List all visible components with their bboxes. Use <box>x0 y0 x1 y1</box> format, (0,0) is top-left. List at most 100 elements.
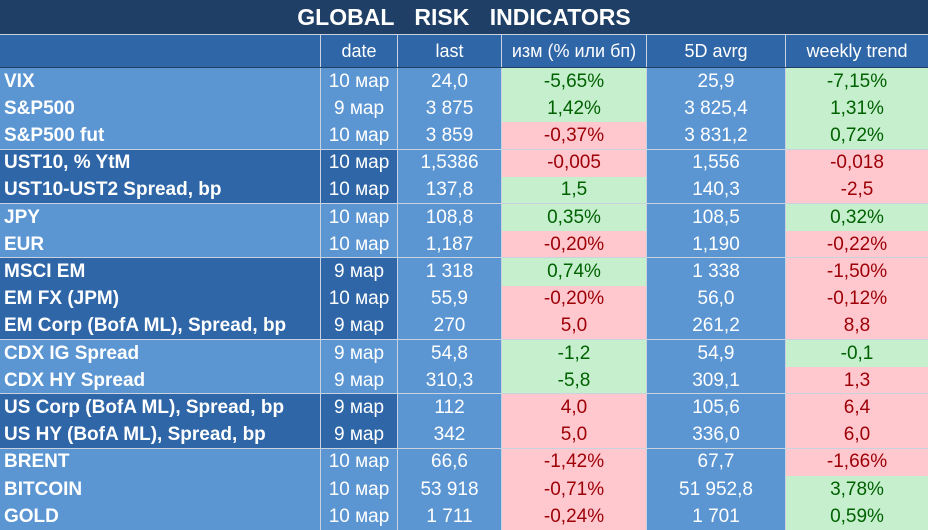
cell-name: JPY <box>0 204 321 232</box>
cell-name: S&P500 <box>0 95 321 123</box>
cell-weekly-trend: -0,22% <box>786 231 928 259</box>
header-date: date <box>321 35 398 67</box>
cell-name: EM Corp (BofA ML), Spread, bp <box>0 312 321 340</box>
table-row: EUR 10 мар 1,187 -0,20% 1,190 -0,22% <box>0 231 928 259</box>
cell-last: 270 <box>398 312 502 340</box>
cell-last: 112 <box>398 394 502 422</box>
table-row: S&P500 9 мар 3 875 1,42% 3 825,4 1,31% <box>0 95 928 123</box>
cell-date: 9 мар <box>321 258 398 286</box>
cell-5d-avg: 1,556 <box>647 149 786 177</box>
cell-change: -5,8 <box>502 367 647 395</box>
cell-date: 10 мар <box>321 231 398 259</box>
cell-last: 1,187 <box>398 231 502 259</box>
cell-last: 55,9 <box>398 285 502 313</box>
cell-change: -5,65% <box>502 68 647 96</box>
cell-5d-avg: 261,2 <box>647 312 786 340</box>
cell-change: 4,0 <box>502 394 647 422</box>
table-row: S&P500 fut 10 мар 3 859 -0,37% 3 831,2 0,72% <box>0 122 928 150</box>
cell-weekly-trend: 8,8 <box>786 312 928 340</box>
table-row: CDX HY Spread 9 мар 310,3 -5,8 309,1 1,3 <box>0 367 928 395</box>
cell-change: -0,20% <box>502 231 647 259</box>
cell-change: 5,0 <box>502 312 647 340</box>
cell-last: 54,8 <box>398 340 502 368</box>
cell-date: 10 мар <box>321 122 398 150</box>
cell-5d-avg: 105,6 <box>647 394 786 422</box>
cell-last: 137,8 <box>398 176 502 204</box>
cell-name: US Corp (BofA ML), Spread, bp <box>0 394 321 422</box>
cell-5d-avg: 3 825,4 <box>647 95 786 123</box>
cell-5d-avg: 108,5 <box>647 204 786 232</box>
cell-date: 10 мар <box>321 503 398 530</box>
cell-date: 10 мар <box>321 149 398 177</box>
cell-weekly-trend: -1,50% <box>786 258 928 286</box>
cell-5d-avg: 51 952,8 <box>647 476 786 504</box>
header-row: date last изм (% или бп) 5D avrg weekly … <box>0 35 928 67</box>
table-row: EM FX (JPM) 10 мар 55,9 -0,20% 56,0 -0,12% <box>0 285 928 313</box>
cell-date: 9 мар <box>321 421 398 449</box>
cell-name: BRENT <box>0 448 321 476</box>
cell-change: -0,20% <box>502 285 647 313</box>
cell-name: S&P500 fut <box>0 122 321 150</box>
cell-last: 53 918 <box>398 476 502 504</box>
cell-last: 310,3 <box>398 367 502 395</box>
header-5d-avg: 5D avrg <box>647 35 786 67</box>
cell-date: 9 мар <box>321 340 398 368</box>
table-row: BITCOIN 10 мар 53 918 -0,71% 51 952,8 3,78% <box>0 476 928 504</box>
cell-name: UST10-UST2 Spread, bp <box>0 176 321 204</box>
cell-last: 1 711 <box>398 503 502 530</box>
cell-name: US HY (BofA ML), Spread, bp <box>0 421 321 449</box>
cell-date: 9 мар <box>321 95 398 123</box>
cell-5d-avg: 25,9 <box>647 68 786 96</box>
table-row: JPY 10 мар 108,8 0,35% 108,5 0,32% <box>0 204 928 232</box>
cell-last: 1 318 <box>398 258 502 286</box>
cell-last: 3 859 <box>398 122 502 150</box>
cell-5d-avg: 67,7 <box>647 448 786 476</box>
cell-weekly-trend: -1,66% <box>786 448 928 476</box>
cell-weekly-trend: 3,78% <box>786 476 928 504</box>
cell-name: UST10, % YtM <box>0 149 321 177</box>
cell-date: 10 мар <box>321 176 398 204</box>
table-row: VIX 10 мар 24,0 -5,65% 25,9 -7,15% <box>0 68 928 96</box>
cell-change: -0,005 <box>502 149 647 177</box>
table-row: UST10, % YtM 10 мар 1,5386 -0,005 1,556 -0,01… <box>0 149 928 177</box>
cell-date: 10 мар <box>321 68 398 96</box>
cell-name: EM FX (JPM) <box>0 285 321 313</box>
table-row: GOLD 10 мар 1 711 -0,24% 1 701 0,59% <box>0 503 928 530</box>
cell-weekly-trend: 1,3 <box>786 367 928 395</box>
cell-name: VIX <box>0 68 321 96</box>
cell-change: 1,42% <box>502 95 647 123</box>
cell-last: 66,6 <box>398 448 502 476</box>
table-row: US HY (BofA ML), Spread, bp 9 мар 342 5,0 33… <box>0 421 928 449</box>
cell-last: 1,5386 <box>398 149 502 177</box>
cell-name: EUR <box>0 231 321 259</box>
cell-weekly-trend: -0,018 <box>786 149 928 177</box>
cell-change: 1,5 <box>502 176 647 204</box>
table-row: MSCI EM 9 мар 1 318 0,74% 1 338 -1,50% <box>0 258 928 286</box>
cell-date: 10 мар <box>321 204 398 232</box>
cell-name: CDX HY Spread <box>0 367 321 395</box>
cell-5d-avg: 3 831,2 <box>647 122 786 150</box>
cell-weekly-trend: -0,1 <box>786 340 928 368</box>
header-change: изм (% или бп) <box>502 35 647 67</box>
header-name <box>0 35 321 67</box>
cell-name: CDX IG Spread <box>0 340 321 368</box>
cell-weekly-trend: -0,12% <box>786 285 928 313</box>
cell-weekly-trend: 6,0 <box>786 421 928 449</box>
cell-last: 3 875 <box>398 95 502 123</box>
cell-change: -0,37% <box>502 122 647 150</box>
cell-date: 9 мар <box>321 367 398 395</box>
table-title: GLOBAL RISK INDICATORS <box>0 0 928 35</box>
cell-change: -1,2 <box>502 340 647 368</box>
table-row: CDX IG Spread 9 мар 54,8 -1,2 54,9 -0,1 <box>0 340 928 368</box>
cell-weekly-trend: 1,31% <box>786 95 928 123</box>
cell-name: MSCI EM <box>0 258 321 286</box>
cell-change: 0,35% <box>502 204 647 232</box>
table-row: UST10-UST2 Spread, bp 10 мар 137,8 1,5 140,3… <box>0 176 928 204</box>
cell-name: BITCOIN <box>0 476 321 504</box>
cell-5d-avg: 1,190 <box>647 231 786 259</box>
cell-last: 108,8 <box>398 204 502 232</box>
header-last: last <box>398 35 502 67</box>
cell-5d-avg: 140,3 <box>647 176 786 204</box>
cell-weekly-trend: -2,5 <box>786 176 928 204</box>
